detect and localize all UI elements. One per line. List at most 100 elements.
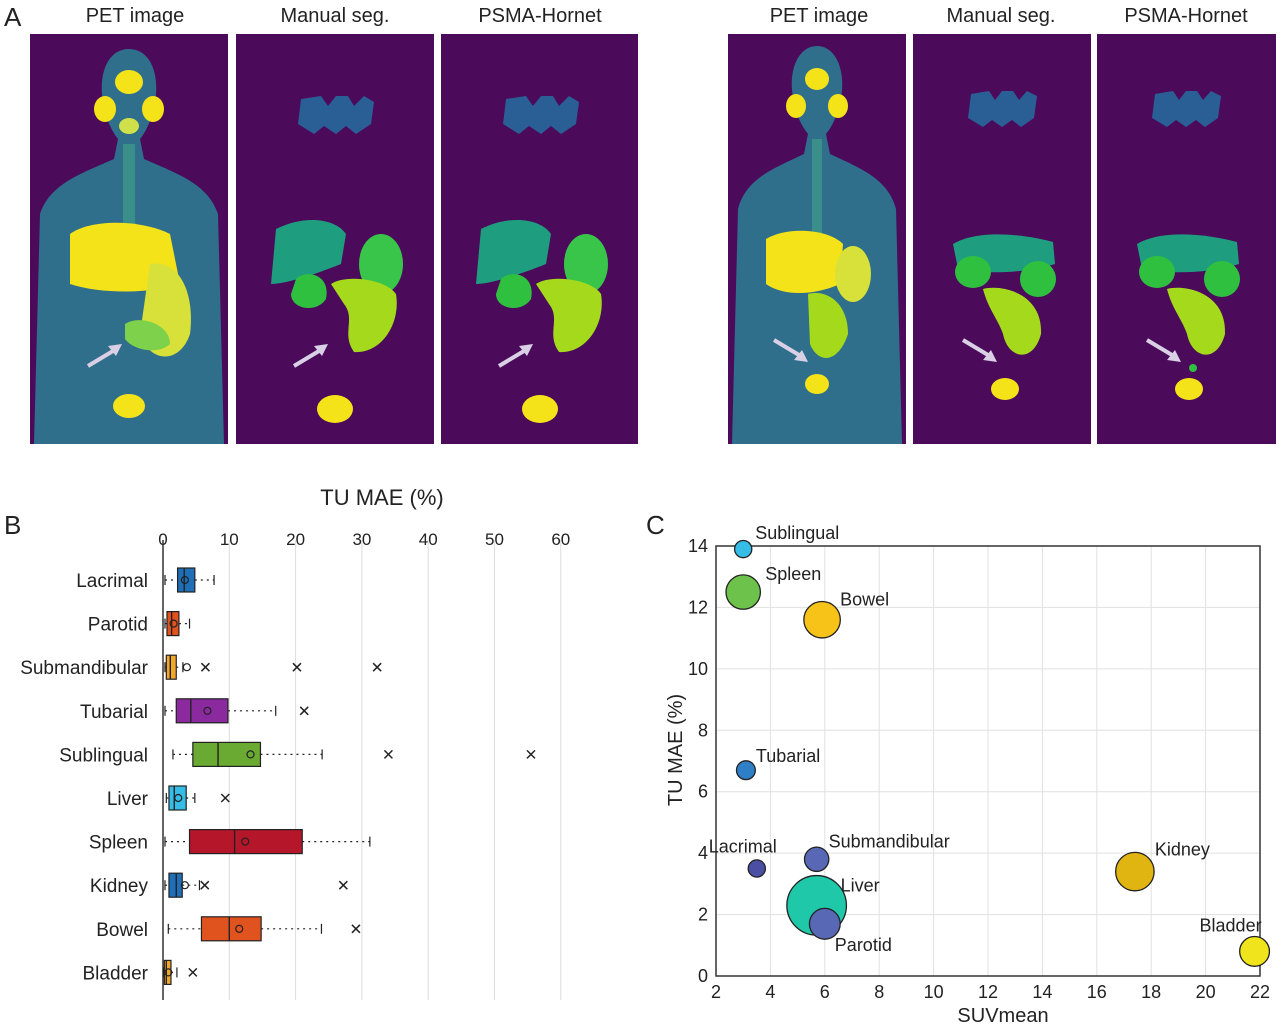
x-tick-label: 10: [220, 530, 239, 549]
mean-marker: [180, 575, 189, 585]
category-label: Submandibular: [20, 658, 148, 679]
box: [200, 916, 262, 942]
box: [165, 654, 177, 680]
box: [192, 741, 262, 767]
x-tick-label: 30: [352, 530, 371, 549]
bubble-marker: [733, 539, 753, 559]
box-chart-title: TU MAE (%): [320, 485, 443, 510]
category-label: Kidney: [90, 876, 149, 897]
mean-marker: [203, 706, 212, 715]
outlier-marker: [383, 749, 393, 759]
bubble-ylabel: TU MAE (%): [665, 694, 687, 806]
bubble-label: Kidney: [1155, 840, 1210, 860]
bubble-marker: [808, 907, 841, 940]
bubble-label: Bladder: [1200, 915, 1262, 935]
bubble-label: Parotid: [835, 935, 892, 955]
box-plot-chart: TU MAE (%) 0 10 20 30 40 50 60 Lacrimal Parotid…: [20, 485, 570, 1000]
y-tick-label: 6: [698, 782, 708, 802]
bubble-label: Submandibular: [829, 831, 950, 851]
bubble-label: Tubarial: [756, 746, 820, 766]
bubble-marker: [725, 574, 762, 610]
category-label: Bowel: [96, 920, 148, 941]
box: [166, 611, 180, 637]
x-tick-label: 20: [286, 530, 305, 549]
bubble-xlabel: SUVmean: [957, 1005, 1048, 1027]
outlier-marker: [372, 662, 382, 672]
category-label: Parotid: [88, 615, 148, 636]
x-tick-label: 18: [1141, 982, 1161, 1002]
box: [188, 829, 303, 855]
y-tick-label: 12: [688, 597, 708, 617]
mean-marker: [241, 837, 250, 846]
x-tick-label: 0: [158, 530, 167, 549]
panel-label-b: B: [4, 510, 22, 540]
mean-marker: [182, 663, 191, 672]
box: [168, 785, 187, 811]
x-tick-label: 16: [1087, 982, 1107, 1002]
bubble-marker: [735, 760, 756, 781]
y-tick-label: 10: [688, 659, 708, 679]
pet-image-title-right: PET image: [769, 5, 869, 27]
x-tick-label: 10: [924, 982, 944, 1002]
pet-image-left: [30, 34, 228, 444]
x-tick-label: 6: [820, 982, 830, 1002]
y-tick-label: 2: [698, 905, 708, 925]
x-tick-label: 4: [765, 982, 775, 1002]
category-label: Lacrimal: [76, 571, 148, 592]
pet-image-right: [728, 34, 906, 444]
x-tick-label: 40: [419, 530, 438, 549]
bubble-marker: [1114, 851, 1155, 892]
outlier-marker: [351, 924, 361, 934]
category-label: Sublingual: [59, 745, 148, 766]
bubble-label: Spleen: [765, 564, 821, 584]
bubble-marker: [1239, 935, 1271, 967]
y-tick-label: 0: [698, 966, 708, 986]
box: [176, 567, 196, 593]
outlier-marker: [526, 749, 536, 759]
mean-marker: [174, 793, 183, 803]
outlier-marker: [188, 967, 198, 977]
outlier-marker: [220, 793, 230, 803]
bubble-marker: [803, 846, 830, 873]
bubble-label: Lacrimal: [709, 837, 777, 857]
category-label: Tubarial: [80, 702, 148, 723]
x-tick-label: 22: [1250, 982, 1270, 1002]
psma-hornet-title-right: PSMA-Hornet: [1124, 5, 1248, 27]
x-tick-label: 12: [978, 982, 998, 1002]
mean-marker: [169, 619, 178, 628]
outlier-marker: [292, 662, 302, 672]
outlier-marker: [200, 880, 210, 890]
manual-seg-right: [913, 34, 1091, 444]
y-tick-label: 14: [688, 536, 708, 556]
y-tick-label: 4: [698, 843, 708, 863]
outlier-marker: [200, 662, 210, 672]
x-tick-label: 14: [1032, 982, 1052, 1002]
outlier-marker: [338, 880, 348, 890]
bubble-label: Bowel: [840, 590, 889, 610]
x-tick-label: 50: [485, 530, 504, 549]
manual-seg-left: [236, 34, 434, 444]
mean-marker: [180, 881, 189, 890]
bubble-label: Liver: [841, 875, 880, 895]
outlier-marker: [299, 706, 309, 716]
mean-marker: [246, 750, 255, 759]
plot-frame: [715, 545, 1261, 977]
x-tick-label: 20: [1196, 982, 1216, 1002]
mean-marker: [235, 924, 244, 933]
psma-hornet-left: [441, 34, 638, 444]
psma-hornet-right: [1097, 34, 1276, 444]
panel-label-c: C: [646, 510, 665, 540]
box: [175, 698, 229, 724]
panel-label-a: A: [4, 2, 22, 32]
category-label: Liver: [107, 789, 149, 810]
category-label: Spleen: [89, 833, 148, 854]
manual-seg-title-right: Manual seg.: [946, 5, 1056, 27]
mean-marker: [164, 968, 173, 977]
y-tick-label: 8: [698, 720, 708, 740]
bubble-label: Sublingual: [755, 523, 839, 543]
bubble-marker: [747, 859, 767, 878]
x-tick-label: 8: [874, 982, 884, 1002]
pet-image-title-left: PET image: [85, 5, 185, 27]
manual-seg-title-left: Manual seg.: [280, 5, 390, 27]
